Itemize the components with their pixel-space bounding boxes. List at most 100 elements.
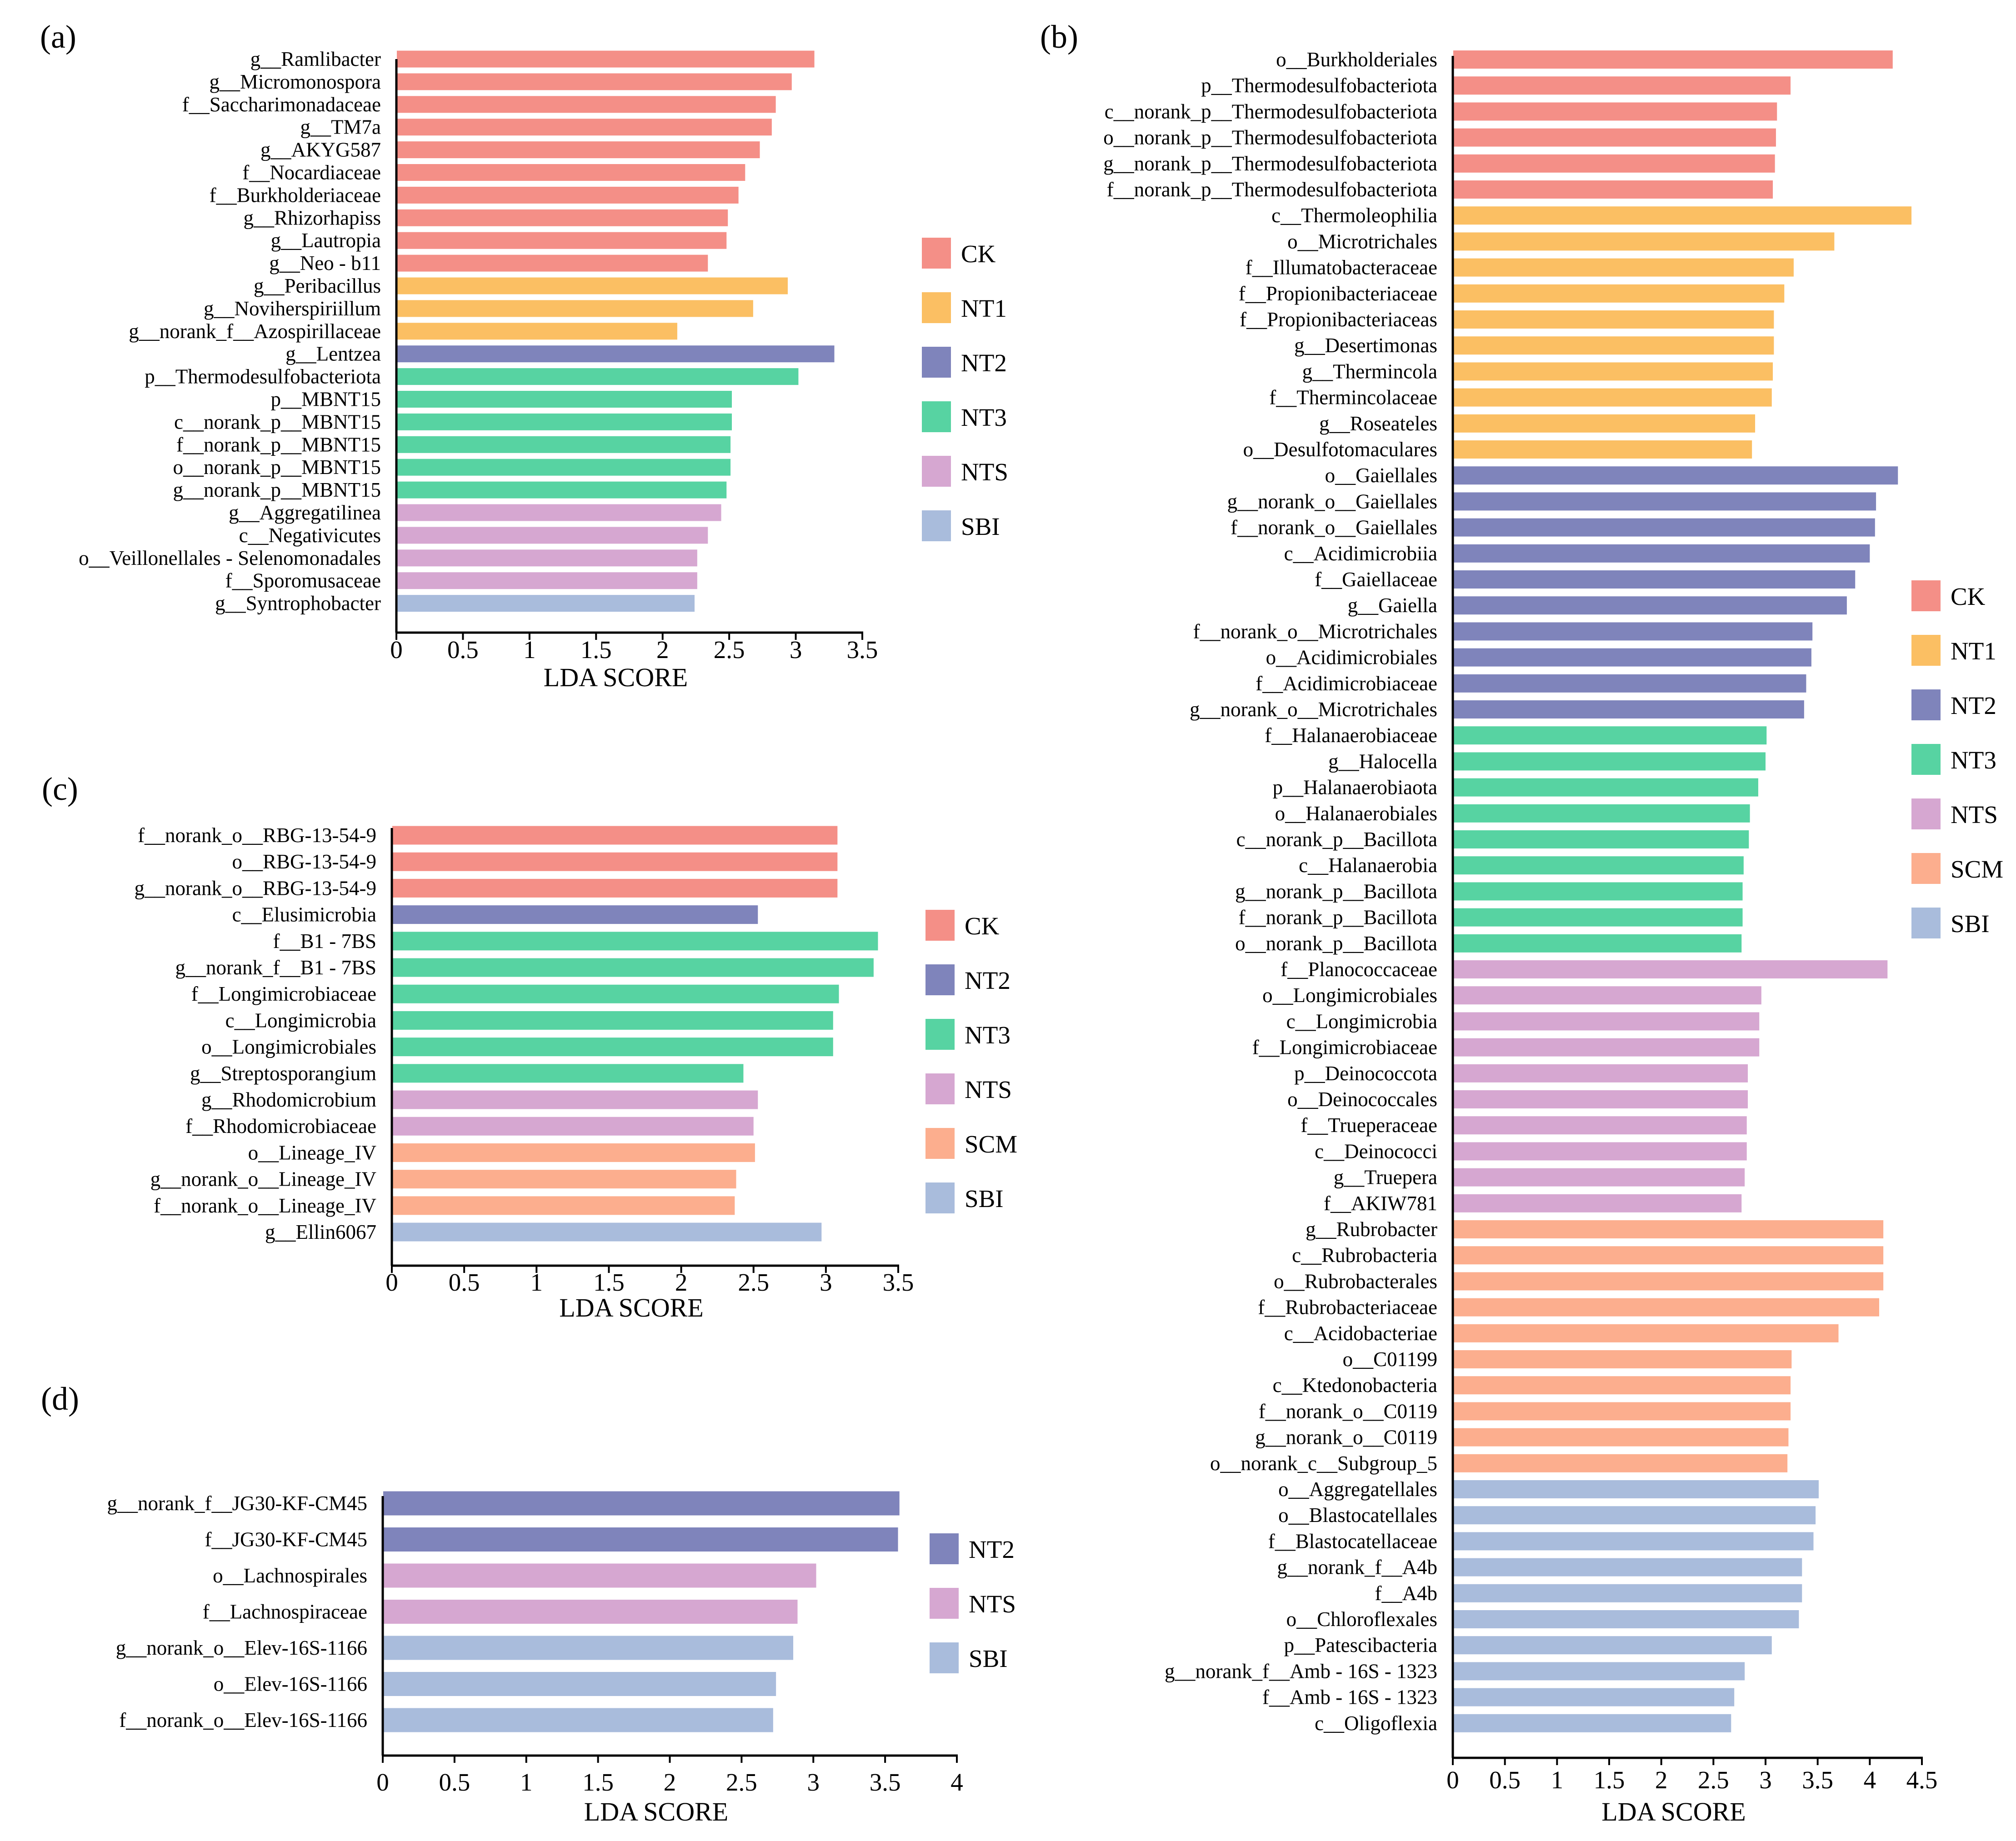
panel-tag: (b) xyxy=(1040,19,1078,55)
bar-c-acidimicrobiia xyxy=(1453,544,1870,563)
bar-o-lachnospirales xyxy=(383,1563,816,1588)
category-label: o__Deinococcales xyxy=(1287,1088,1437,1111)
bar-f-sporomusaceae xyxy=(397,572,697,589)
legend-swatch-ck xyxy=(925,910,955,941)
x-tick-label: 1 xyxy=(523,636,536,664)
bar-o-gaiellales xyxy=(1453,466,1898,485)
bar-f-gaiellaceae xyxy=(1453,570,1856,589)
category-label: g__Thermincola xyxy=(1302,360,1437,383)
bar-o-veillonellales-selenomonadales xyxy=(397,549,697,567)
category-label: c__Oligoflexia xyxy=(1315,1712,1437,1735)
category-label: c__norank_p__MBNT15 xyxy=(174,410,381,433)
bar-g-ramlibacter xyxy=(397,50,815,68)
bar-g-norank-o-rbg-13-54-9 xyxy=(392,878,838,898)
category-label: o__norank_p__Thermodesulfobacteriota xyxy=(1103,126,1437,149)
legend-label-scm: SCM xyxy=(1951,855,2003,883)
bar-f-nocardiaceae xyxy=(397,164,745,181)
bar-g-ellin6067 xyxy=(392,1222,822,1242)
category-label: f__Amb - 16S - 1323 xyxy=(1262,1686,1437,1709)
legend-label-nts: NTS xyxy=(1951,801,1998,828)
category-label: g__Lentzea xyxy=(285,343,381,365)
bar-g-norank-o-elev-16s-1166 xyxy=(383,1636,794,1660)
bar-c-norank-p-thermodesulfobacteriota xyxy=(1453,102,1777,121)
bar-f-norank-o-gaiellales xyxy=(1453,518,1875,537)
bar-g-aggregatilinea xyxy=(397,504,721,521)
category-label: f__Halanaerobiaceae xyxy=(1265,724,1437,747)
bar-f-propionibacteriaceae xyxy=(1453,284,1785,303)
legend-swatch-nt2 xyxy=(925,964,955,995)
category-label: f__A4b xyxy=(1375,1582,1437,1605)
legend-swatch-nts xyxy=(925,1073,955,1104)
bar-f-thermincolaceae xyxy=(1453,388,1772,407)
x-tick-label: 1 xyxy=(520,1768,533,1796)
category-label: c__Deinococci xyxy=(1315,1140,1437,1162)
bar-g-truepera xyxy=(1453,1168,1745,1187)
legend-label-scm: SCM xyxy=(965,1130,1017,1158)
x-tick-label: 2.5 xyxy=(714,636,745,664)
x-tick-label: 3 xyxy=(807,1768,820,1796)
category-label: c__norank_p__Thermodesulfobacteriota xyxy=(1105,100,1437,123)
bar-p-deinococcota xyxy=(1453,1064,1748,1083)
legend-label-nts: NTS xyxy=(969,1590,1016,1618)
legend-label-nt1: NT1 xyxy=(961,294,1007,322)
x-tick-label: 2.5 xyxy=(726,1768,757,1796)
category-label: p__Thermodesulfobacteriota xyxy=(145,365,381,388)
bar-o-rubrobacterales xyxy=(1453,1272,1884,1291)
category-label: f__norank_o__RBG-13-54-9 xyxy=(138,824,376,847)
bar-g-peribacillus xyxy=(397,277,788,294)
category-label: f__Burkholderiaceae xyxy=(210,184,381,206)
category-label: g__norank_f__B1 - 7BS xyxy=(175,956,377,979)
category-label: g__norank_o__Gaiellales xyxy=(1227,490,1437,513)
x-tick-label: 1.5 xyxy=(580,636,612,664)
bar-o-halanaerobiales xyxy=(1453,804,1750,823)
x-tick-label: 4.5 xyxy=(1906,1766,1938,1794)
legend-swatch-sbi xyxy=(930,1642,959,1673)
bar-g-rhodomicrobium xyxy=(392,1090,758,1109)
bar-c-elusimicrobia xyxy=(392,905,758,924)
bar-p-mbnt15 xyxy=(397,391,732,408)
bar-g-micromonospora xyxy=(397,73,792,90)
bar-o-blastocatellales xyxy=(1453,1506,1816,1525)
category-label: f__JG30-KF-CM45 xyxy=(205,1528,367,1551)
category-label: f__Acidimicrobiaceae xyxy=(1256,672,1437,695)
bar-f-jg30-kf-cm45 xyxy=(383,1527,898,1552)
bar-o-aggregatellales xyxy=(1453,1480,1819,1498)
bar-f-longimicrobiaceae xyxy=(392,984,839,1003)
x-tick-label: 0.5 xyxy=(447,636,479,664)
bar-f-blastocatellaceae xyxy=(1453,1532,1814,1551)
bar-f-norank-p-thermodesulfobacteriota xyxy=(1453,180,1773,199)
x-axis-title: LDA SCORE xyxy=(1601,1797,1746,1826)
category-label: g__norank_o__Microtrichales xyxy=(1190,698,1437,721)
bar-f-b1-7bs xyxy=(392,932,878,951)
bar-o-deinococcales xyxy=(1453,1090,1748,1108)
x-tick-label: 0.5 xyxy=(439,1768,470,1796)
category-label: o__Halanaerobiales xyxy=(1275,802,1437,825)
category-label: f__Propionibacteriaceas xyxy=(1240,308,1437,331)
bar-o-norank-p-bacillota xyxy=(1453,934,1742,953)
bar-f-norank-o-elev-16s-1166 xyxy=(383,1708,773,1732)
legend-swatch-nts xyxy=(922,456,951,487)
category-label: g__norank_o__C0119 xyxy=(1255,1426,1437,1449)
bar-g-norank-o-microtrichales xyxy=(1453,700,1804,718)
bar-f-rubrobacteriaceae xyxy=(1453,1298,1879,1317)
category-label: f__Planococcaceae xyxy=(1281,958,1437,981)
x-axis-title: LDA SCORE xyxy=(544,663,688,692)
category-label: c__Longimicrobia xyxy=(1286,1010,1437,1033)
legend-swatch-nts xyxy=(1911,798,1941,829)
legend-swatch-ck xyxy=(922,238,951,269)
category-label: c__norank_p__Bacillota xyxy=(1236,828,1437,851)
category-label: c__Longimicrobia xyxy=(225,1009,376,1032)
bar-f-burkholderiaceae xyxy=(397,186,739,204)
bar-f-acidimicrobiaceae xyxy=(1453,674,1806,693)
category-label: f__Rubrobacteriaceae xyxy=(1258,1296,1437,1319)
bar-o-burkholderiales xyxy=(1453,50,1893,69)
x-tick-label: 0 xyxy=(1446,1766,1459,1794)
x-tick-label: 1 xyxy=(530,1268,543,1296)
category-label: c__Thermoleophilia xyxy=(1271,204,1437,227)
category-label: f__norank_p__MBNT15 xyxy=(176,433,381,456)
bar-p-thermodesulfobacteriota xyxy=(1453,76,1791,95)
legend-swatch-sbi xyxy=(922,510,951,541)
bar-g-tm7a xyxy=(397,119,772,136)
category-label: o__norank_p__MBNT15 xyxy=(173,456,381,479)
category-label: g__Desertimonas xyxy=(1294,334,1437,357)
